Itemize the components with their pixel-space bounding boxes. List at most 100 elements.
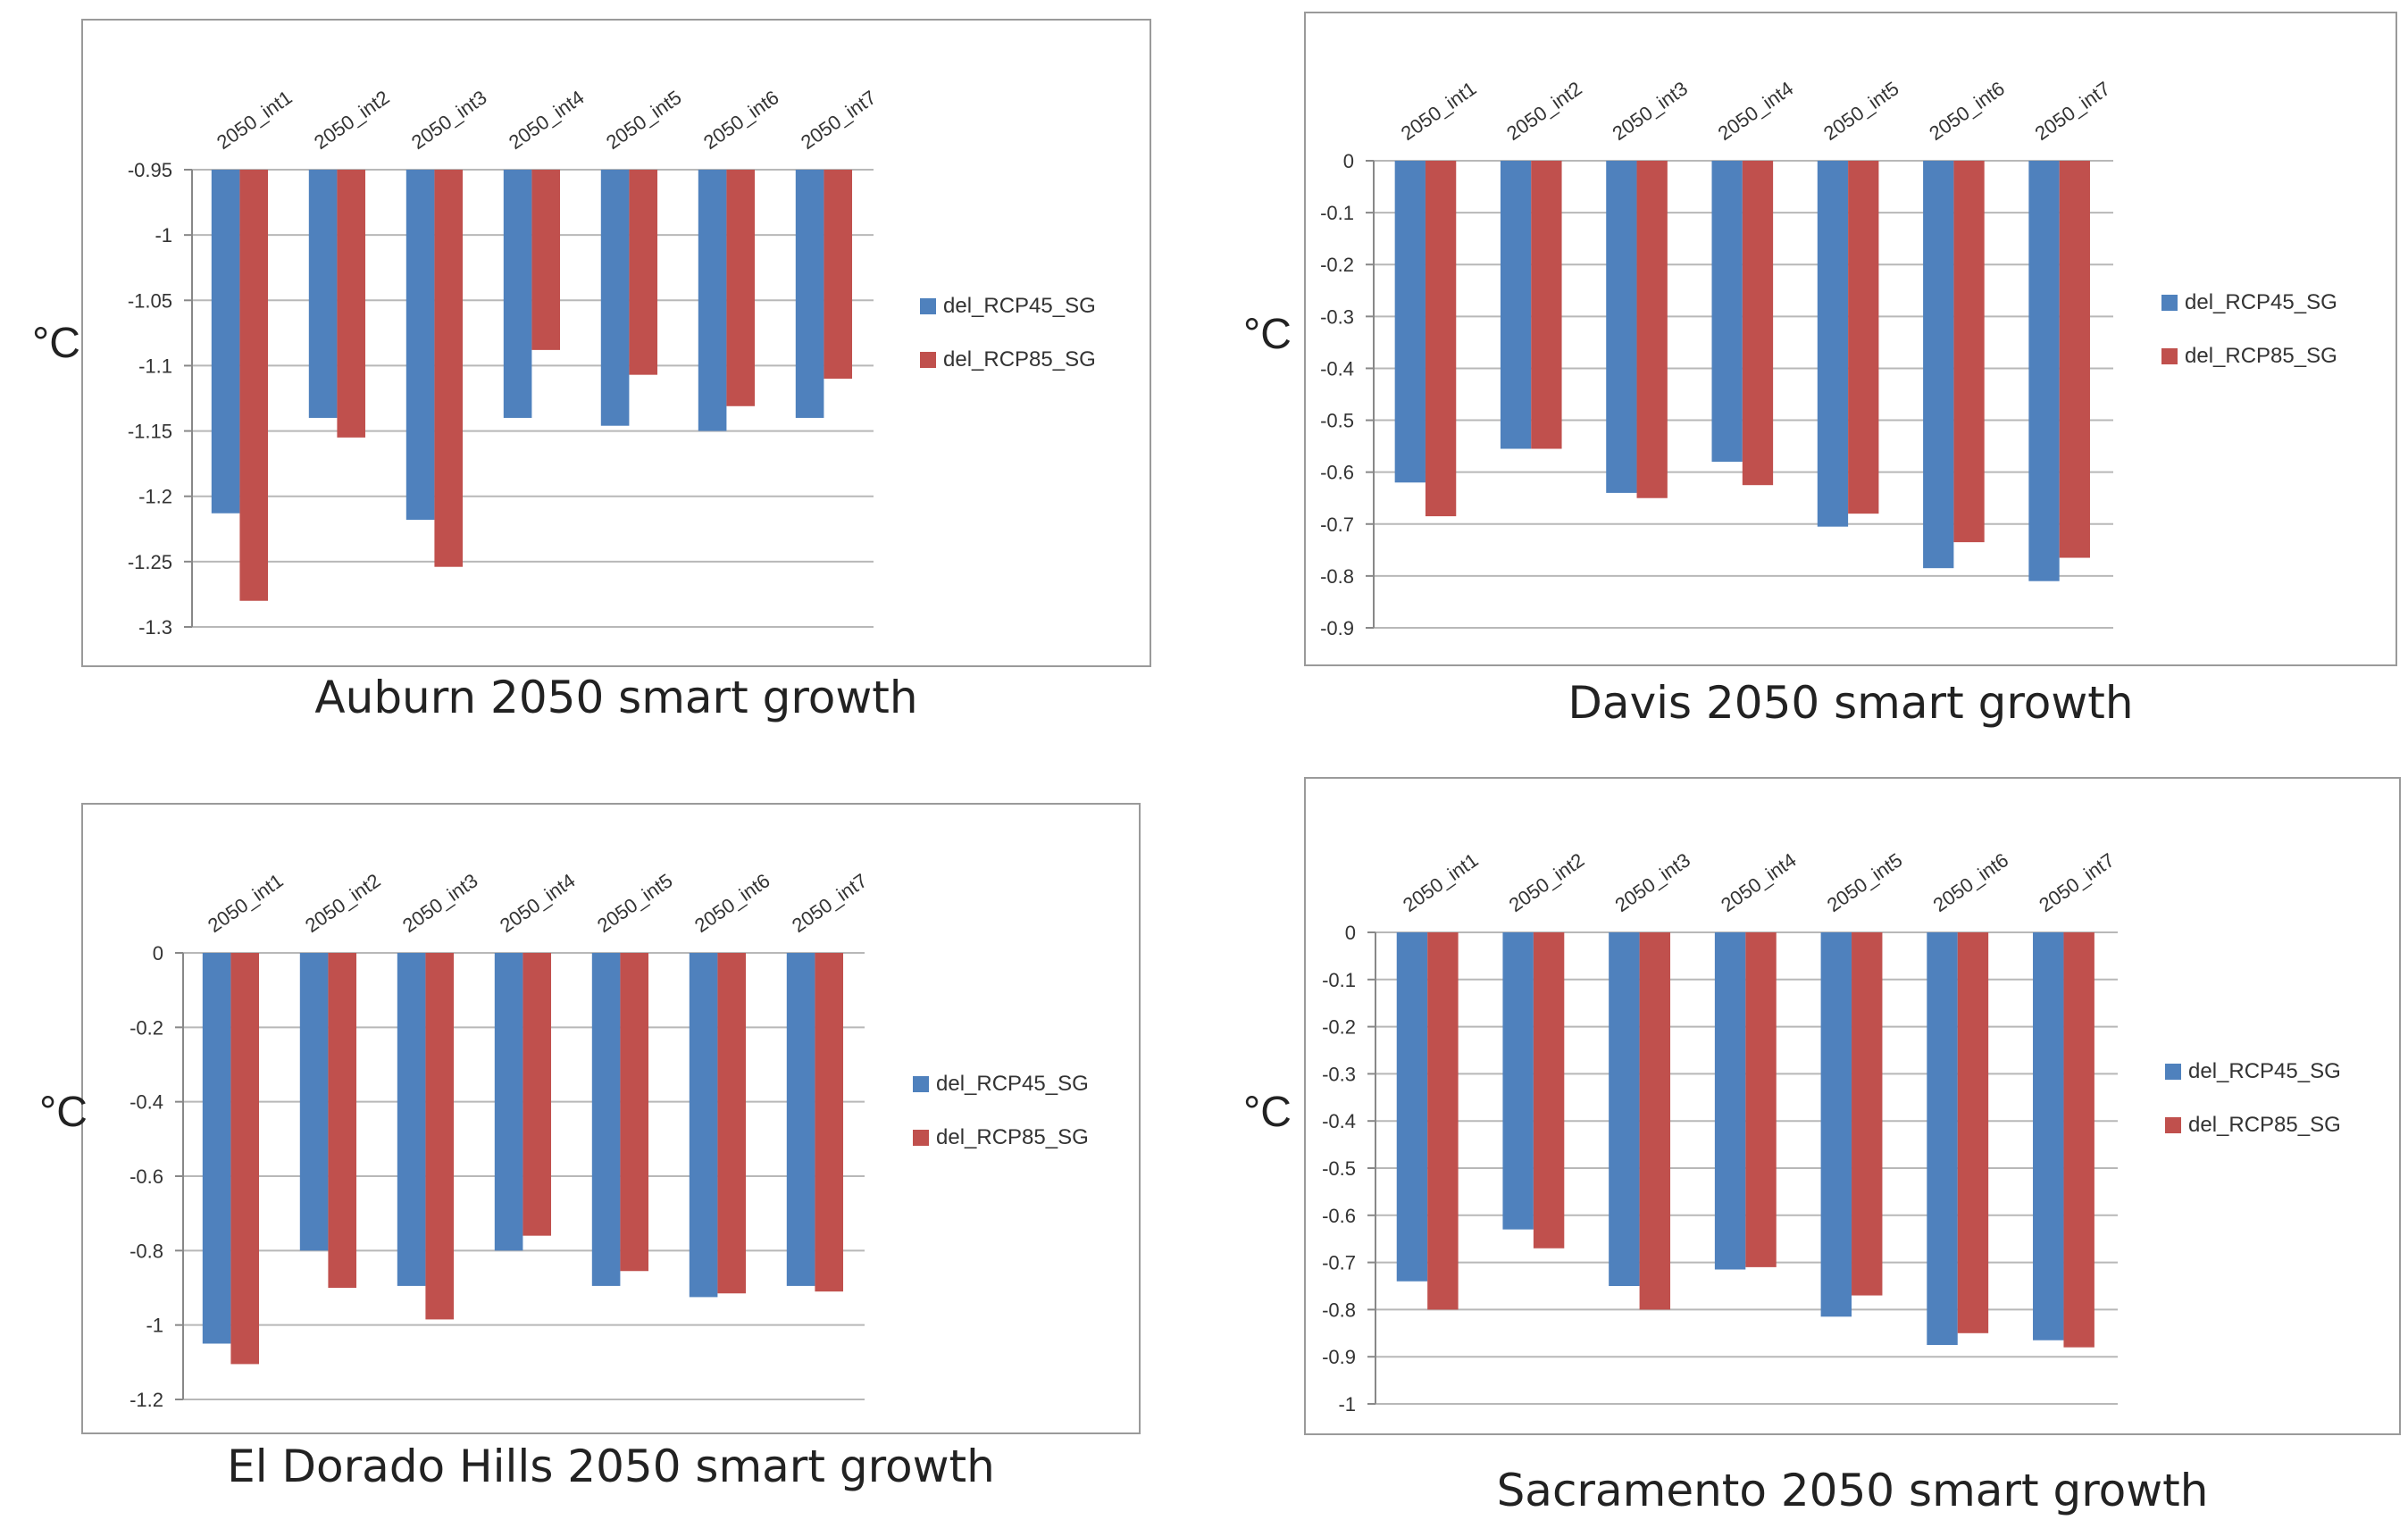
x-category-label: 2050_int2 [1502, 77, 1586, 145]
x-category-label: 2050_int2 [310, 86, 394, 154]
y-tick-label: -1 [155, 224, 172, 246]
bar-rcp85-2050_int5: del_RCP85_SG 2050_int5: -0.68 [1848, 161, 1879, 514]
legend-label: del_RCP45_SG [2185, 290, 2337, 314]
x-category-label: 2050_int1 [213, 86, 297, 154]
bar-rcp85-2050_int3: del_RCP85_SG 2050_int3: -0.985 [425, 953, 455, 1320]
bar-rcp85-2050_int2: del_RCP85_SG 2050_int2: -0.9 [328, 953, 357, 1288]
x-category-label: 2050_int5 [602, 86, 686, 154]
bar-rcp85-2050_int4: del_RCP85_SG 2050_int4: -0.625 [1742, 161, 1774, 486]
legend-swatch [2165, 1117, 2181, 1133]
legend-label: del_RCP45_SG [943, 294, 1096, 318]
y-tick-label: -1.3 [138, 616, 172, 639]
bar-rcp85-2050_int1: del_RCP85_SG 2050_int1: -0.8 [1427, 932, 1459, 1310]
y-tick-label: -0.4 [1320, 357, 1354, 380]
x-category-label: 2050_int4 [1717, 848, 1801, 916]
legend-label: del_RCP85_SG [2188, 1113, 2341, 1137]
y-tick-label: -0.8 [1322, 1299, 1356, 1321]
y-tick-label: -0.6 [1320, 462, 1354, 484]
legend-label: del_RCP85_SG [936, 1125, 1089, 1149]
legend-swatch [913, 1130, 929, 1146]
bar-rcp45-2050_int4: del_RCP45_SG 2050_int4: -0.58 [1711, 161, 1743, 463]
bar-rcp45-2050_int2: del_RCP45_SG 2050_int2: -0.555 [1500, 161, 1532, 449]
y-tick-label: -0.3 [1320, 305, 1354, 328]
chart-el-dorado-hills: 0 -0.2 -0.4 -0.6 -0.8 -1 -1.2 del_RCP45_SG 2050… [39, 869, 1089, 1411]
bar-rcp85-2050_int4: del_RCP85_SG 2050_int4: -0.71 [1745, 932, 1777, 1267]
chart-davis: 0 -0.1 -0.2 -0.3 -0.4 -0.5 -0.6 -0.7 -0.8 -0.9 del… [1243, 77, 2337, 639]
x-category-label: 2050_int5 [1823, 848, 1907, 916]
chart-title: El Dorado Hills 2050 smart growth [227, 1441, 995, 1492]
bar-rcp45-2050_int4: del_RCP45_SG 2050_int4: -1.14 [503, 170, 532, 418]
bar-rcp45-2050_int1: del_RCP45_SG 2050_int1: -1.213 [211, 170, 240, 514]
bar-rcp45-2050_int3: del_RCP45_SG 2050_int3: -0.895 [397, 953, 426, 1286]
y-tick-label: -0.8 [130, 1240, 163, 1262]
bar-rcp45-2050_int6: del_RCP45_SG 2050_int6: -1.15 [698, 170, 727, 431]
chart-panel-auburn: -0.95 -1 -1.05 -1.1 -1.15 -1.2 -1.25 -1.3 del_RC… [0, 0, 1204, 760]
bar-rcp45-2050_int6: del_RCP45_SG 2050_int6: -0.785 [1923, 161, 1954, 569]
bar-rcp45-2050_int4: del_RCP45_SG 2050_int4: -0.715 [1714, 932, 1746, 1270]
x-category-label: 2050_int4 [1714, 77, 1798, 145]
y-tick-label: -0.2 [1320, 254, 1354, 276]
legend-label: del_RCP45_SG [2188, 1059, 2341, 1083]
x-category-label: 2050_int3 [407, 86, 491, 154]
bar-rcp45-2050_int7: del_RCP45_SG 2050_int7: -0.865 [2033, 932, 2064, 1340]
bar-rcp45-2050_int2: del_RCP45_SG 2050_int2: -0.8 [299, 953, 329, 1251]
x-category-label: 2050_int1 [1397, 77, 1481, 145]
legend-swatch [2161, 348, 2178, 364]
x-category-label: 2050_int7 [2035, 848, 2119, 916]
bar-rcp85-2050_int1: del_RCP85_SG 2050_int1: -0.685 [1425, 161, 1457, 517]
x-category-label: 2050_int6 [699, 86, 783, 154]
bar-rcp85-2050_int6: del_RCP85_SG 2050_int6: -0.915 [717, 953, 747, 1294]
y-tick-label: -1.25 [128, 551, 172, 573]
x-category-label: 2050_int6 [1925, 77, 2009, 145]
y-tick-label: -0.9 [1320, 617, 1354, 639]
bar-rcp45-2050_int1: del_RCP45_SG 2050_int1: -1.05 [202, 953, 231, 1344]
x-category-label: 2050_int7 [788, 869, 872, 937]
legend-label: del_RCP85_SG [2185, 344, 2337, 368]
chart-panel-el-dorado-hills: 0 -0.2 -0.4 -0.6 -0.8 -1 -1.2 del_RCP45_SG 2050… [0, 760, 1204, 1520]
x-category-label: 2050_int2 [1505, 848, 1589, 916]
bar-rcp85-2050_int1: del_RCP85_SG 2050_int1: -1.105 [230, 953, 260, 1365]
y-axis-unit-label: °C [1243, 1089, 1292, 1136]
bar-rcp45-2050_int5: del_RCP45_SG 2050_int5: -0.815 [1820, 932, 1852, 1317]
bar-rcp85-2050_int7: del_RCP85_SG 2050_int7: -1.11 [824, 170, 853, 380]
y-tick-label: -0.5 [1320, 410, 1354, 432]
y-tick-label: -1.2 [138, 486, 172, 508]
bar-rcp45-2050_int6: del_RCP45_SG 2050_int6: -0.875 [1927, 932, 1958, 1345]
legend-swatch [920, 352, 936, 368]
y-tick-label: -0.7 [1322, 1252, 1356, 1274]
bar-rcp85-2050_int5: del_RCP85_SG 2050_int5: -0.855 [620, 953, 649, 1272]
y-tick-label: -0.9 [1322, 1346, 1356, 1368]
chart-panel-sacramento: 0 -0.1 -0.2 -0.3 -0.4 -0.5 -0.6 -0.7 -0.8 -0.9 -1 d… [1204, 760, 2408, 1520]
x-category-label: 2050_int6 [690, 869, 774, 937]
chart-sacramento: 0 -0.1 -0.2 -0.3 -0.4 -0.5 -0.6 -0.7 -0.8 -0.9 -1 d… [1243, 848, 2341, 1416]
x-category-label: 2050_int3 [398, 869, 482, 937]
y-tick-label: -1 [146, 1315, 163, 1337]
bar-rcp85-2050_int6: del_RCP85_SG 2050_int6: -0.735 [1953, 161, 1985, 543]
bar-rcp45-2050_int5: del_RCP45_SG 2050_int5: -0.705 [1817, 161, 1849, 527]
y-axis-unit-label: °C [1243, 311, 1292, 358]
chart-auburn: -0.95 -1 -1.05 -1.1 -1.15 -1.2 -1.25 -1.3 del_RC… [32, 86, 1096, 639]
y-tick-label: -1.15 [128, 421, 172, 443]
legend-swatch [2161, 295, 2178, 311]
bar-rcp85-2050_int7: del_RCP85_SG 2050_int7: -0.765 [2059, 161, 2090, 558]
bar-rcp85-2050_int3: del_RCP85_SG 2050_int3: -0.65 [1636, 161, 1668, 498]
x-category-label: 2050_int4 [505, 86, 589, 154]
y-tick-label: -0.2 [1322, 1016, 1356, 1039]
chart-frame [1304, 777, 2401, 1435]
x-category-label: 2050_int6 [1929, 848, 2013, 916]
x-category-label: 2050_int2 [301, 869, 385, 937]
y-tick-label: -0.95 [128, 159, 172, 181]
y-tick-label: -1.05 [128, 289, 172, 312]
bar-rcp85-2050_int4: del_RCP85_SG 2050_int4: -1.088 [531, 170, 561, 350]
bar-rcp45-2050_int2: del_RCP45_SG 2050_int2: -0.63 [1502, 932, 1534, 1230]
bar-rcp85-2050_int2: del_RCP85_SG 2050_int2: -0.555 [1531, 161, 1562, 449]
bar-rcp85-2050_int6: del_RCP85_SG 2050_int6: -1.131 [726, 170, 756, 406]
bar-rcp85-2050_int7: del_RCP85_SG 2050_int7: -0.91 [815, 953, 844, 1292]
bar-rcp45-2050_int7: del_RCP45_SG 2050_int7: -0.895 [786, 953, 815, 1286]
legend-swatch [920, 298, 936, 314]
y-axis-unit-label: °C [32, 320, 80, 367]
x-category-label: 2050_int3 [1610, 848, 1694, 916]
x-category-label: 2050_int4 [496, 869, 580, 937]
bar-rcp45-2050_int1: del_RCP45_SG 2050_int1: -0.62 [1394, 161, 1426, 483]
x-category-label: 2050_int5 [1819, 77, 1903, 145]
